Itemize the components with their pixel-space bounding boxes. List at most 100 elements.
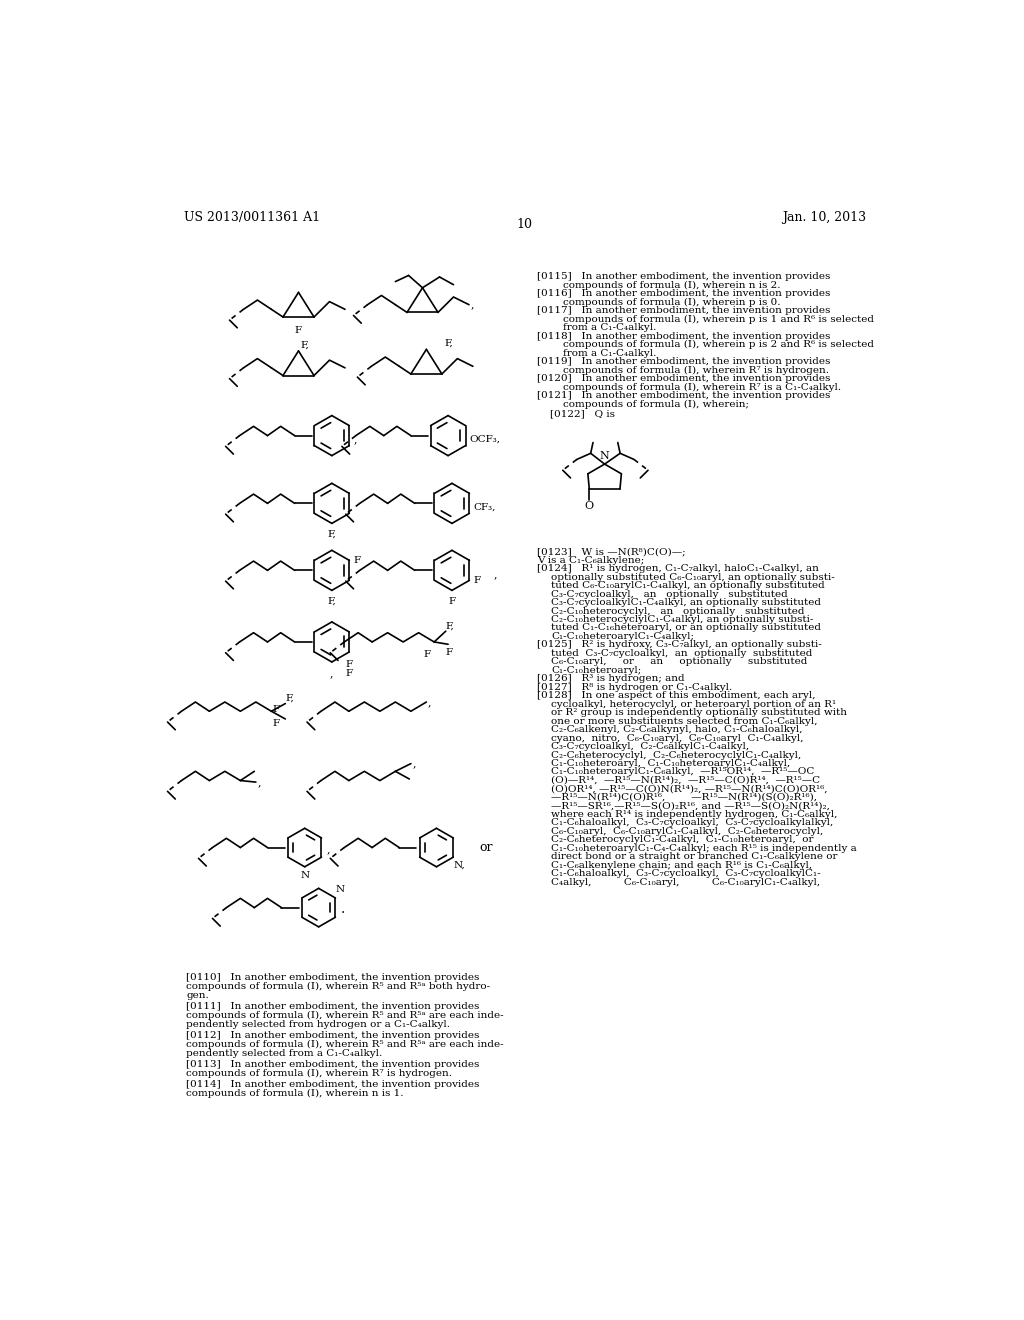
- Text: (O)—R¹⁴,  —R¹⁵—N(R¹⁴)₂,  —R¹⁵—C(O)R¹⁴,  —R¹⁵—C: (O)—R¹⁴, —R¹⁵—N(R¹⁴)₂, —R¹⁵—C(O)R¹⁴, —R¹…: [551, 776, 820, 785]
- Text: C₂-C₆alkenyl, C₂-C₆alkynyl, halo, C₁-C₆haloalkyl,: C₂-C₆alkenyl, C₂-C₆alkynyl, halo, C₁-C₆h…: [551, 725, 803, 734]
- Text: C₃-C₇cycloalkyl,  C₂-C₆alkylC₁-C₄alkyl,: C₃-C₇cycloalkyl, C₂-C₆alkylC₁-C₄alkyl,: [551, 742, 750, 751]
- Text: N,: N,: [454, 861, 465, 870]
- Text: tuted C₆-C₁₀arylC₁-C₄alkyl, an optionally substituted: tuted C₆-C₁₀arylC₁-C₄alkyl, an optionall…: [551, 581, 825, 590]
- Text: F: F: [273, 705, 280, 714]
- Text: C₆-C₁₀aryl,  C₆-C₁₀arylC₁-C₄alkyl,  C₂-C₆heterocyclyl,: C₆-C₁₀aryl, C₆-C₁₀arylC₁-C₄alkyl, C₂-C₆h…: [551, 826, 823, 836]
- Text: [0112]   In another embodiment, the invention provides: [0112] In another embodiment, the invent…: [186, 1031, 479, 1040]
- Text: from a C₁-C₄alkyl.: from a C₁-C₄alkyl.: [538, 323, 656, 333]
- Text: C₁-C₁₀heteroarylC₁-C₄alkyl;: C₁-C₁₀heteroarylC₁-C₄alkyl;: [551, 632, 694, 642]
- Text: [0111]   In another embodiment, the invention provides: [0111] In another embodiment, the invent…: [186, 1002, 479, 1011]
- Text: C₁-C₆haloalkyl,  C₃-C₇cycloalkyl,  C₃-C₇cycloalkylC₁-: C₁-C₆haloalkyl, C₃-C₇cycloalkyl, C₃-C₇cy…: [551, 869, 821, 878]
- Text: ,: ,: [494, 569, 498, 579]
- Text: [0123]   W is —N(R⁸)C(O)—;: [0123] W is —N(R⁸)C(O)—;: [538, 548, 686, 556]
- Text: [0114]   In another embodiment, the invention provides: [0114] In another embodiment, the invent…: [186, 1080, 479, 1089]
- Text: —R¹⁵—SR¹⁶,—R¹⁵—S(O)₂R¹⁶, and —R¹⁵—S(O)₂N(R¹⁴)₂,: —R¹⁵—SR¹⁶,—R¹⁵—S(O)₂R¹⁶, and —R¹⁵—S(O)₂N…: [551, 801, 830, 810]
- Text: compounds of formula (I), wherein R⁷ is hydrogen.: compounds of formula (I), wherein R⁷ is …: [186, 1069, 453, 1077]
- Text: [0121]   In another embodiment, the invention provides: [0121] In another embodiment, the invent…: [538, 391, 830, 400]
- Text: F: F: [445, 648, 453, 657]
- Text: compounds of formula (I), wherein R⁵ and R⁵ᵃ are each inde-: compounds of formula (I), wherein R⁵ and…: [186, 1040, 504, 1049]
- Text: ,: ,: [471, 300, 474, 310]
- Text: compounds of formula (I), wherein p is 2 and R⁶ is selected: compounds of formula (I), wherein p is 2…: [538, 341, 874, 350]
- Text: F: F: [423, 649, 430, 659]
- Text: C₂-C₆heterocyclyl,  C₂-C₆heterocyclylC₁-C₄alkyl,: C₂-C₆heterocyclyl, C₂-C₆heterocyclylC₁-C…: [551, 751, 802, 759]
- Text: C₃-C₇cycloalkylC₁-C₄alkyl, an optionally substituted: C₃-C₇cycloalkylC₁-C₄alkyl, an optionally…: [551, 598, 821, 607]
- Text: F,: F,: [328, 529, 336, 539]
- Text: C₄alkyl,          C₆-C₁₀aryl,          C₆-C₁₀arylC₁-C₄alkyl,: C₄alkyl, C₆-C₁₀aryl, C₆-C₁₀arylC₁-C₄alky…: [551, 878, 820, 887]
- Text: where each R¹⁴ is independently hydrogen, C₁-C₆alkyl,: where each R¹⁴ is independently hydrogen…: [551, 810, 838, 818]
- Text: optionally substituted C₆-C₁₀aryl, an optionally substi-: optionally substituted C₆-C₁₀aryl, an op…: [551, 573, 835, 582]
- Text: N: N: [600, 451, 609, 461]
- Text: Jan. 10, 2013: Jan. 10, 2013: [781, 211, 866, 224]
- Text: F: F: [346, 669, 353, 678]
- Text: [0119]   In another embodiment, the invention provides: [0119] In another embodiment, the invent…: [538, 358, 830, 366]
- Text: N: N: [300, 871, 309, 880]
- Text: F: F: [353, 556, 360, 565]
- Text: C₁-C₁₀heteroarylC₁-C₆alkyl,  —R¹⁵OR¹⁴,  —R¹⁵—OC: C₁-C₁₀heteroarylC₁-C₆alkyl, —R¹⁵OR¹⁴, —R…: [551, 767, 814, 776]
- Text: [0127]   R⁸ is hydrogen or C₁-C₄alkyl.: [0127] R⁸ is hydrogen or C₁-C₄alkyl.: [538, 682, 732, 692]
- Text: ,: ,: [327, 843, 330, 854]
- Text: ,: ,: [257, 777, 261, 787]
- Text: O: O: [585, 500, 594, 511]
- Text: [0128]   In one aspect of this embodiment, each aryl,: [0128] In one aspect of this embodiment,…: [538, 692, 816, 700]
- Text: ,: ,: [353, 434, 357, 445]
- Text: or: or: [479, 841, 493, 854]
- Text: [0122]   Q is: [0122] Q is: [538, 409, 615, 418]
- Text: F: F: [449, 597, 456, 606]
- Text: V is a C₁-C₆alkylene;: V is a C₁-C₆alkylene;: [538, 556, 644, 565]
- Text: [0126]   R³ is hydrogen; and: [0126] R³ is hydrogen; and: [538, 675, 685, 684]
- Text: F: F: [474, 576, 481, 585]
- Text: [0115]   In another embodiment, the invention provides: [0115] In another embodiment, the invent…: [538, 272, 830, 281]
- Text: [0117]   In another embodiment, the invention provides: [0117] In another embodiment, the invent…: [538, 306, 830, 315]
- Text: one or more substituents selected from C₁-C₆alkyl,: one or more substituents selected from C…: [551, 717, 817, 726]
- Text: C₂-C₁₀heterocyclylC₁-C₄alkyl, an optionally substi-: C₂-C₁₀heterocyclylC₁-C₄alkyl, an optiona…: [551, 615, 813, 624]
- Text: F,: F,: [286, 694, 294, 702]
- Text: C₁-C₆alkenylene chain; and each R¹⁶ is C₁-C₆alkyl,: C₁-C₆alkenylene chain; and each R¹⁶ is C…: [551, 861, 812, 870]
- Text: direct bond or a straight or branched C₁-C₆alkylene or: direct bond or a straight or branched C₁…: [551, 853, 838, 861]
- Text: compounds of formula (I), wherein R⁷ is a C₁-C₄alkyl.: compounds of formula (I), wherein R⁷ is …: [538, 383, 842, 392]
- Text: —R¹⁵—N(R¹⁴)C(O)R¹⁶,        —R¹⁵—N(R¹⁴)(S(O)₂R¹⁶),: —R¹⁵—N(R¹⁴)C(O)R¹⁶, —R¹⁵—N(R¹⁴)(S(O)₂R¹⁶…: [551, 793, 817, 801]
- Text: C₆-C₁₀aryl,     or     an     optionally     substituted: C₆-C₁₀aryl, or an optionally substituted: [551, 657, 808, 667]
- Text: pendently selected from a C₁-C₄alkyl.: pendently selected from a C₁-C₄alkyl.: [186, 1048, 382, 1057]
- Text: [0120]   In another embodiment, the invention provides: [0120] In another embodiment, the invent…: [538, 374, 830, 383]
- Text: US 2013/0011361 A1: US 2013/0011361 A1: [183, 211, 319, 224]
- Text: ,: ,: [330, 668, 334, 678]
- Text: F,: F,: [301, 341, 309, 350]
- Text: F,: F,: [445, 622, 455, 631]
- Text: C₁-C₁₀heteroaryl,  C₁-C₁₀heteroarylC₁-C₄alkyl,: C₁-C₁₀heteroaryl, C₁-C₁₀heteroarylC₁-C₄a…: [551, 759, 791, 768]
- Text: compounds of formula (I), wherein R⁵ and R⁵ᵃ both hydro-: compounds of formula (I), wherein R⁵ and…: [186, 982, 490, 991]
- Text: [0110]   In another embodiment, the invention provides: [0110] In another embodiment, the invent…: [186, 973, 479, 982]
- Text: cycloalkyl, heterocyclyl, or heteroaryl portion of an R¹: cycloalkyl, heterocyclyl, or heteroaryl …: [551, 700, 837, 709]
- Text: cyano,  nitro,  C₆-C₁₀aryl,  C₆-C₁₀aryl  C₁-C₄alkyl,: cyano, nitro, C₆-C₁₀aryl, C₆-C₁₀aryl C₁-…: [551, 734, 804, 743]
- Text: compounds of formula (I), wherein R⁵ and R⁵ᵃ are each inde-: compounds of formula (I), wherein R⁵ and…: [186, 1011, 504, 1020]
- Text: or R² group is independently optionally substituted with: or R² group is independently optionally …: [551, 708, 847, 717]
- Text: F,: F,: [328, 597, 336, 606]
- Text: F,: F,: [444, 339, 453, 348]
- Text: [0118]   In another embodiment, the invention provides: [0118] In another embodiment, the invent…: [538, 331, 830, 341]
- Text: F: F: [273, 719, 280, 727]
- Text: C₃-C₇cycloalkyl,   an   optionally   substituted: C₃-C₇cycloalkyl, an optionally substitut…: [551, 590, 787, 598]
- Text: compounds of formula (I), wherein;: compounds of formula (I), wherein;: [538, 400, 750, 408]
- Text: compounds of formula (I), wherein n is 2.: compounds of formula (I), wherein n is 2…: [538, 281, 780, 290]
- Text: CF₃,: CF₃,: [474, 503, 496, 512]
- Text: C₁-C₆haloalkyl,  C₃-C₇cycloalkyl,  C₃-C₇cycloalkylalkyl,: C₁-C₆haloalkyl, C₃-C₇cycloalkyl, C₃-C₇cy…: [551, 818, 834, 828]
- Text: compounds of formula (I), wherein n is 1.: compounds of formula (I), wherein n is 1…: [186, 1089, 403, 1098]
- Text: C₂-C₆heterocyclylC₁-C₄alkyl,  C₁-C₁₀heteroaryl,  or: C₂-C₆heterocyclylC₁-C₄alkyl, C₁-C₁₀heter…: [551, 836, 814, 845]
- Text: compounds of formula (I), wherein p is 0.: compounds of formula (I), wherein p is 0…: [538, 298, 780, 306]
- Text: [0124]   R¹ is hydrogen, C₁-C₇alkyl, haloC₁-C₄alkyl, an: [0124] R¹ is hydrogen, C₁-C₇alkyl, haloC…: [538, 564, 819, 573]
- Text: ,: ,: [428, 697, 431, 708]
- Text: OCF₃,: OCF₃,: [470, 436, 501, 444]
- Text: 10: 10: [517, 218, 532, 231]
- Text: (O)OR¹⁴, —R¹⁵—C(O)N(R¹⁴)₂, —R¹⁵—N(R¹⁴)C(O)OR¹⁶,: (O)OR¹⁴, —R¹⁵—C(O)N(R¹⁴)₂, —R¹⁵—N(R¹⁴)C(…: [551, 784, 827, 793]
- Text: .: .: [340, 902, 345, 916]
- Text: F: F: [295, 326, 302, 335]
- Text: tuted  C₃-C₇cycloalkyl,  an  optionally  substituted: tuted C₃-C₇cycloalkyl, an optionally sub…: [551, 649, 812, 657]
- Text: [0113]   In another embodiment, the invention provides: [0113] In another embodiment, the invent…: [186, 1060, 479, 1069]
- Text: pendently selected from hydrogen or a C₁-C₄alkyl.: pendently selected from hydrogen or a C₁…: [186, 1019, 451, 1028]
- Text: N: N: [336, 886, 345, 894]
- Text: C₂-C₁₀heterocyclyl,   an   optionally   substituted: C₂-C₁₀heterocyclyl, an optionally substi…: [551, 607, 805, 615]
- Text: F: F: [346, 660, 353, 669]
- Text: C₁-C₁₀heteroarylC₁-C₄-C₄alkyl; each R¹⁵ is independently a: C₁-C₁₀heteroarylC₁-C₄-C₄alkyl; each R¹⁵ …: [551, 843, 857, 853]
- Text: compounds of formula (I), wherein R⁷ is hydrogen.: compounds of formula (I), wherein R⁷ is …: [538, 366, 829, 375]
- Text: gen.: gen.: [186, 991, 209, 999]
- Text: from a C₁-C₄alkyl.: from a C₁-C₄alkyl.: [538, 348, 656, 358]
